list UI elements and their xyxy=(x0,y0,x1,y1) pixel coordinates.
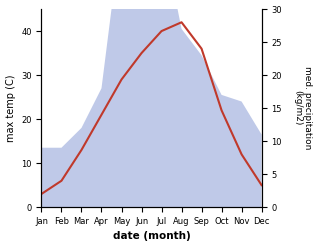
X-axis label: date (month): date (month) xyxy=(113,231,190,242)
Y-axis label: max temp (C): max temp (C) xyxy=(5,74,16,142)
Y-axis label: med. precipitation
(kg/m2): med. precipitation (kg/m2) xyxy=(293,66,313,150)
